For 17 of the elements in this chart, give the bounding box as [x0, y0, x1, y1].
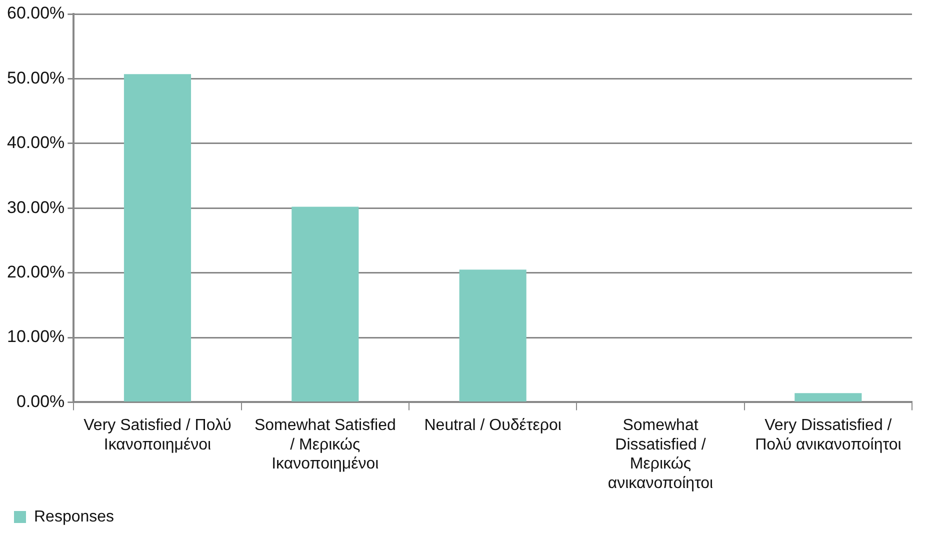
x-tick-label: Very Dissatisfied / Πολύ ανικανοποίητοι	[755, 417, 902, 454]
bar	[124, 74, 192, 402]
x-tick-label: Very Satisfied / Πολύ Ικανοποιημένοι	[84, 417, 232, 454]
y-tick-label: 30.00%	[6, 198, 65, 217]
y-tick-label: 60.00%	[6, 4, 65, 23]
y-tick-label: 20.00%	[6, 262, 65, 282]
y-tick-label: 10.00%	[6, 327, 65, 346]
bar	[292, 206, 359, 402]
x-tick-label: Neutral / Ουδέτεροι	[424, 417, 562, 434]
bar	[459, 270, 526, 402]
y-tick-label: 50.00%	[6, 68, 65, 88]
x-tick-label: Somewhat Satisfied / Μερικώς Ικανοποιημένοι	[254, 417, 396, 473]
legend-label: Responses	[34, 508, 114, 526]
y-tick-label: 40.00%	[6, 133, 65, 152]
y-tick-label: 0.00%	[16, 392, 65, 411]
bar	[794, 393, 862, 402]
x-tick-label: Somewhat Dissatisfied / Μερικώς ανικανοποίητοι	[608, 417, 714, 492]
